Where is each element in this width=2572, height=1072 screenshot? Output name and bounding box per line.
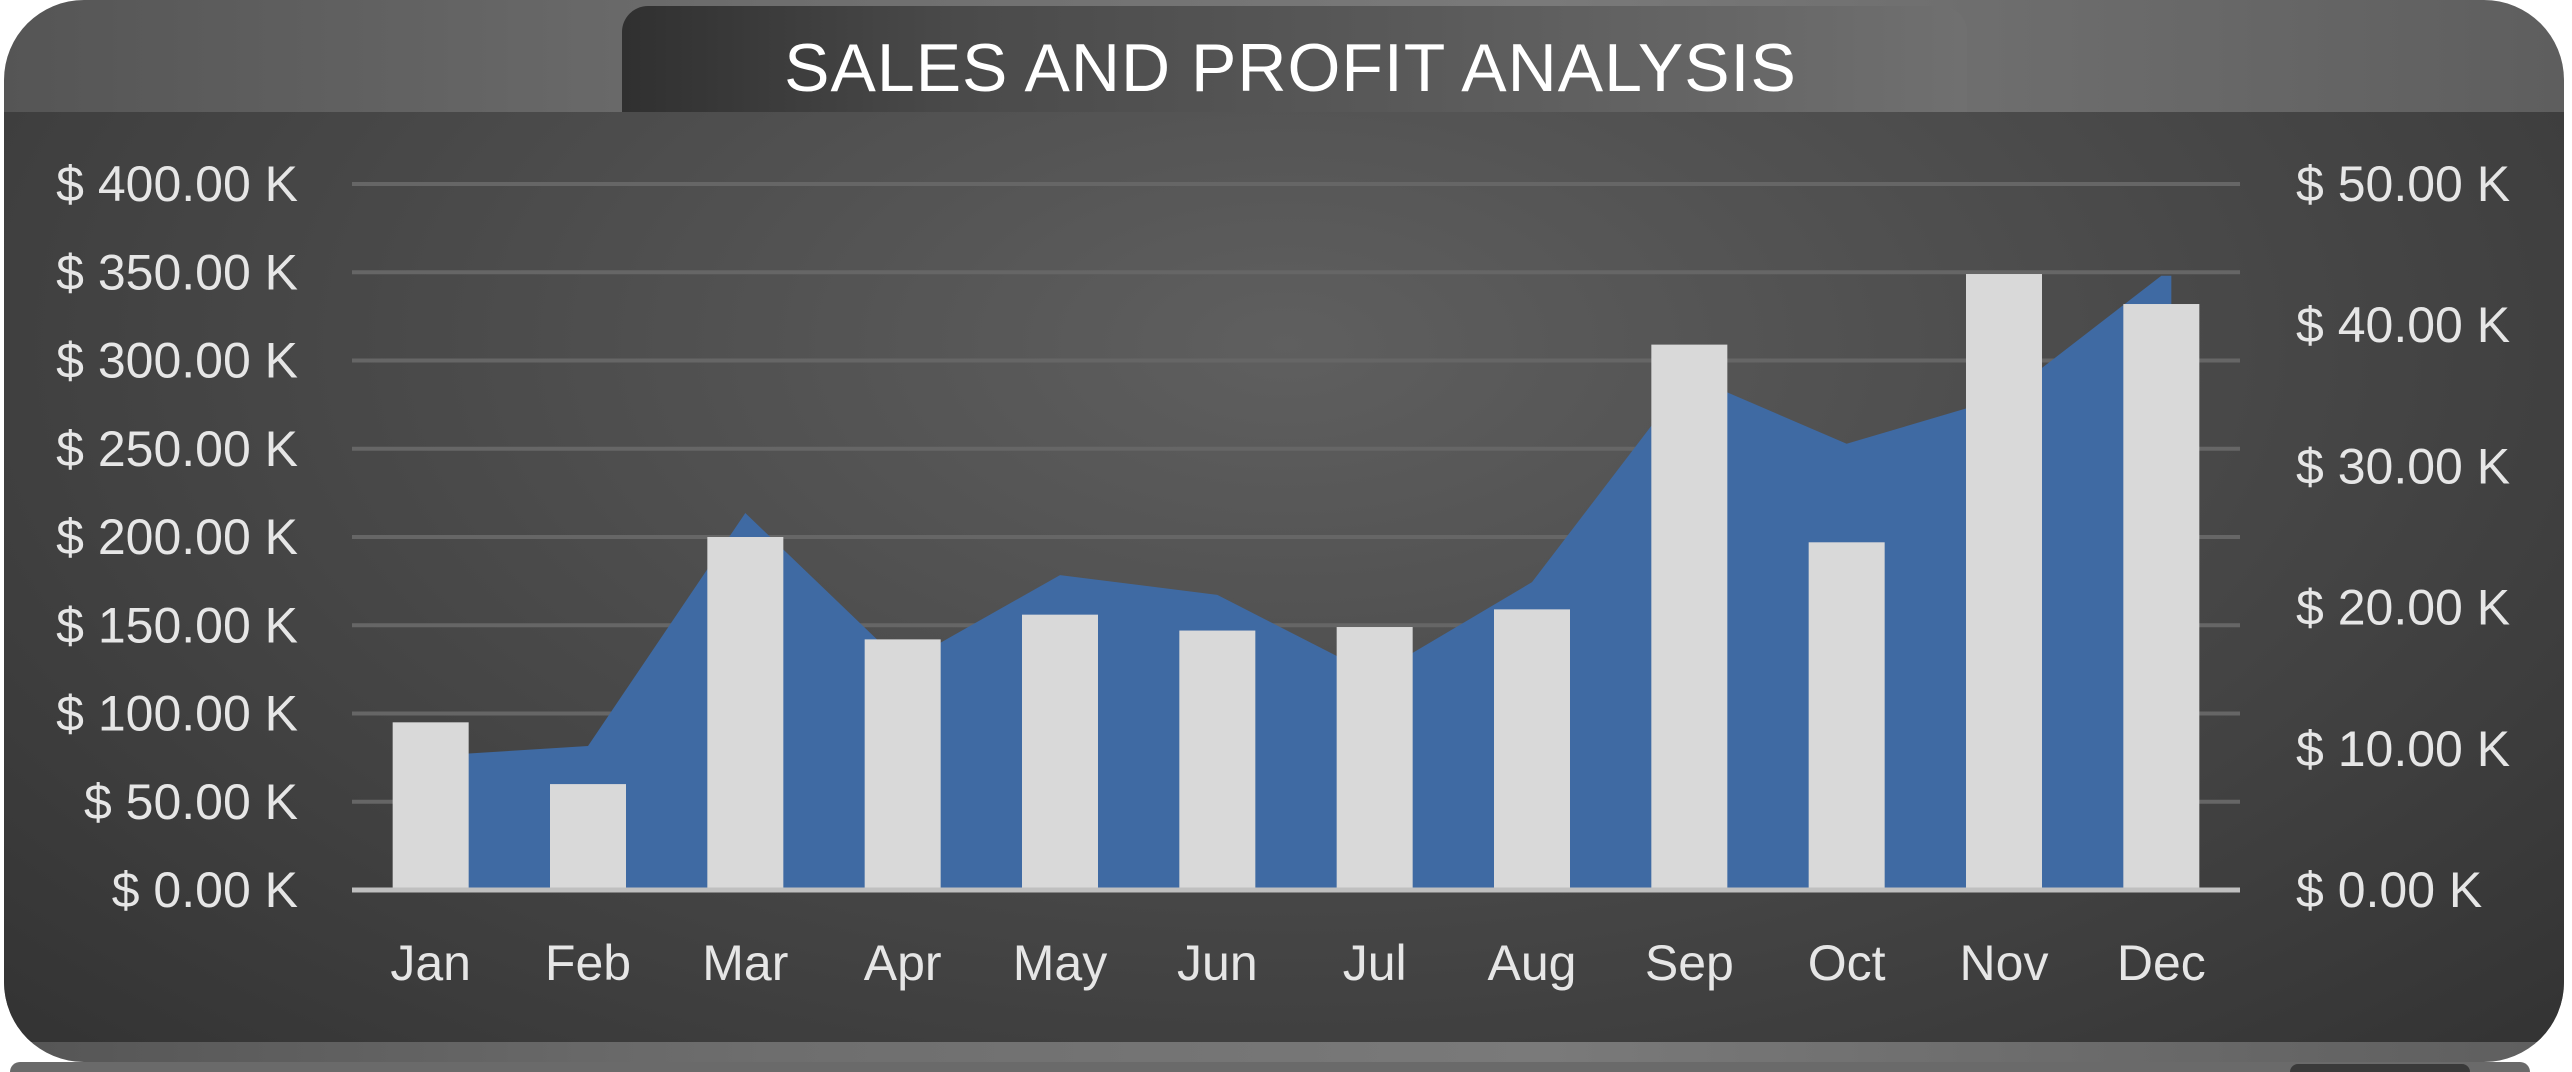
y-left-tick-label: $ 150.00 K bbox=[56, 597, 298, 653]
sales-bar-aug bbox=[1494, 609, 1570, 890]
sales-bar-jan bbox=[392, 722, 469, 890]
y-left-tick-label: $ 300.00 K bbox=[56, 333, 298, 389]
profit-area bbox=[400, 275, 2172, 890]
sales-bar-jul bbox=[1336, 627, 1413, 890]
sales-bar-jun bbox=[1179, 630, 1256, 890]
sales-bar-nov bbox=[1966, 274, 2042, 890]
y-right-tick-label: $ 40.00 K bbox=[2296, 297, 2510, 353]
y-left-tick-label: $ 400.00 K bbox=[56, 156, 298, 212]
sales-bar-feb bbox=[550, 784, 626, 890]
y-left-tick-label: $ 0.00 K bbox=[112, 862, 298, 918]
sales-bar-sep bbox=[1651, 344, 1728, 890]
y-right-tick-label: $ 50.00 K bbox=[2296, 156, 2510, 212]
y-left-tick-label: $ 350.00 K bbox=[56, 244, 298, 300]
next-card-edge bbox=[10, 1062, 2530, 1072]
x-tick-label: Feb bbox=[545, 935, 631, 991]
x-tick-label: Jul bbox=[1343, 935, 1407, 991]
title-tab bbox=[622, 6, 1967, 126]
y-left-tick-label: $ 200.00 K bbox=[56, 509, 298, 565]
x-tick-label: Apr bbox=[864, 935, 942, 991]
x-tick-label: Aug bbox=[1488, 935, 1577, 991]
sales-bar-mar bbox=[707, 537, 784, 890]
x-tick-label: Jan bbox=[390, 935, 471, 991]
sales-bar-apr bbox=[864, 639, 941, 890]
next-card-tab bbox=[2290, 1064, 2470, 1072]
chart-title: SALES AND PROFIT ANALYSIS bbox=[784, 30, 1797, 106]
x-tick-label: Mar bbox=[702, 935, 788, 991]
x-tick-label: Oct bbox=[1808, 935, 1886, 991]
sales-bar-may bbox=[1022, 614, 1098, 890]
y-left-tick-label: $ 100.00 K bbox=[56, 686, 298, 742]
x-tick-label: Nov bbox=[1960, 935, 2049, 991]
y-right-tick-label: $ 30.00 K bbox=[2296, 438, 2510, 494]
x-tick-label: Jun bbox=[1177, 935, 1258, 991]
axes: $ 0.00 K $ 50.00 K $ 100.00 K $ 150.00 K $ 2… bbox=[56, 156, 2510, 991]
x-tick-label: Sep bbox=[1645, 935, 1734, 991]
sales-bar-series bbox=[392, 274, 2200, 890]
profit-area-series bbox=[400, 275, 2172, 890]
x-tick-label: Dec bbox=[2117, 935, 2206, 991]
sales-bar-dec bbox=[2123, 304, 2200, 890]
y-right-tick-label: $ 0.00 K bbox=[2296, 862, 2482, 918]
y-left-tick-label: $ 50.00 K bbox=[84, 774, 298, 830]
sales-bar-oct bbox=[1808, 542, 1885, 890]
y-right-tick-label: $ 10.00 K bbox=[2296, 721, 2510, 777]
x-tick-label: May bbox=[1013, 935, 1107, 991]
y-right-tick-label: $ 20.00 K bbox=[2296, 580, 2510, 636]
y-left-tick-label: $ 250.00 K bbox=[56, 421, 298, 477]
